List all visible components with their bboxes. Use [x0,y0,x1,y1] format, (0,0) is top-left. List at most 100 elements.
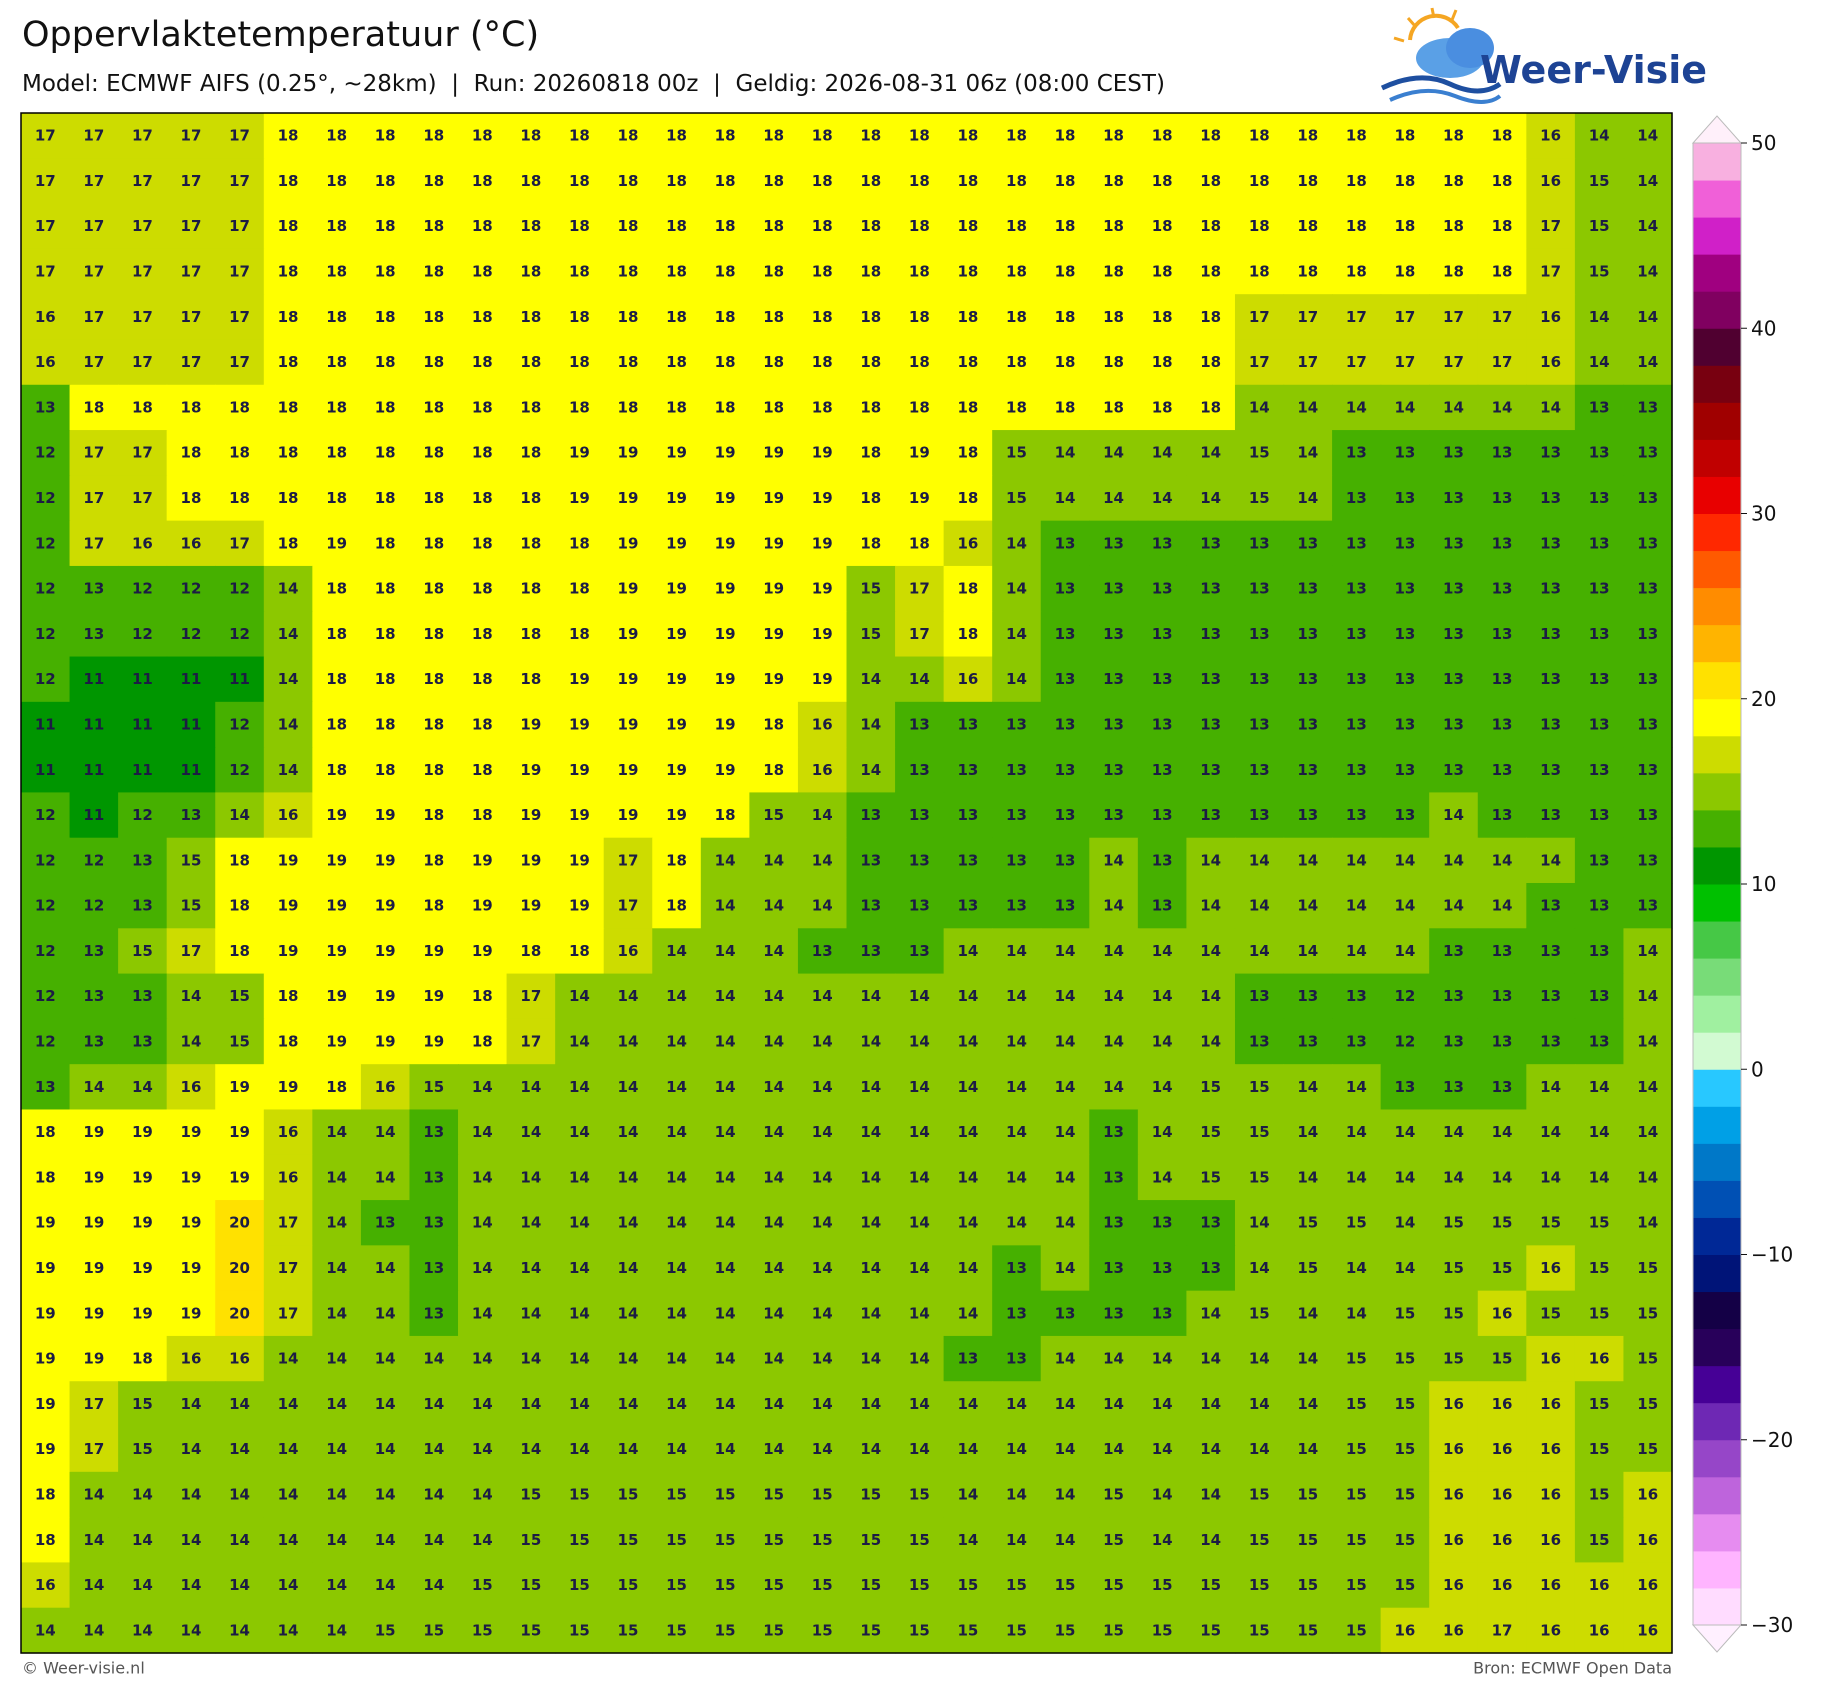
grid-cell [1380,611,1430,658]
grid-cell [1574,565,1625,612]
grid-value: 18 [860,534,881,552]
grid-value: 14 [618,1259,639,1277]
grid-cell [360,113,411,159]
grid-cell [1380,248,1430,295]
grid-cell [21,339,71,386]
grid-cell [1234,701,1285,748]
grid-value: 19 [618,806,639,824]
grid-cell [21,475,71,522]
grid-cell [263,973,313,1020]
grid-value: 14 [278,1531,299,1549]
grid-cell [895,248,945,295]
grid-cell [749,520,799,567]
grid-value: 19 [326,897,347,915]
grid-cell [1137,475,1188,522]
grid-value: 16 [1540,127,1561,145]
grid-cell [652,565,702,612]
grid-value: 16 [812,761,833,779]
grid-value: 14 [569,1395,590,1413]
colorbar-extension [1691,1624,1743,1653]
grid-cell [603,520,653,567]
grid-cell [1332,701,1382,748]
grid-value: 14 [909,1259,930,1277]
grid-cell [1234,565,1285,612]
colorbar-tick-label: 50 [1751,131,1776,155]
grid-cell [992,339,1042,386]
grid-cell [1332,294,1382,341]
grid-cell [700,792,750,839]
grid-value: 14 [1055,1531,1076,1549]
colorbar-band [1693,217,1741,255]
grid-value: 12 [35,534,56,552]
grid-value: 14 [666,1033,687,1051]
colorbar-band [1693,1106,1741,1144]
grid-value: 14 [1394,1259,1415,1277]
grid-value: 19 [812,444,833,462]
grid-value: 18 [909,217,930,235]
grid-cell [1283,565,1333,612]
grid-value: 12 [229,761,250,779]
grid-value: 15 [1492,1259,1513,1277]
grid-value: 13 [375,1214,396,1232]
grid-value: 14 [181,1033,202,1051]
grid-value: 16 [35,308,56,326]
grid-cell [1574,520,1625,567]
grid-value: 14 [860,1304,881,1322]
grid-cell [943,883,993,929]
grid-value: 18 [909,353,930,371]
grid-value: 14 [83,1621,104,1639]
grid-value: 15 [423,1621,444,1639]
grid-value: 14 [909,1078,930,1096]
grid-cell [1137,339,1188,386]
grid-cell [1089,611,1139,658]
grid-value: 13 [132,1033,153,1051]
grid-cell [1137,565,1188,612]
grid-cell [652,928,702,975]
grid-value: 14 [957,1078,978,1096]
grid-cell [506,701,556,748]
grid-cell [458,294,508,341]
grid-value: 18 [1103,308,1124,326]
grid-value: 13 [1492,806,1513,824]
grid-cell [312,113,362,159]
grid-value: 18 [181,489,202,507]
grid-cell [458,565,508,612]
grid-value: 18 [1249,172,1270,190]
grid-cell [409,928,459,975]
grid-cell [360,158,411,205]
grid-value: 12 [181,580,202,598]
grid-value: 13 [132,897,153,915]
grid-cell [1137,883,1188,929]
grid-value: 16 [1637,1576,1658,1594]
grid-value: 13 [1055,806,1076,824]
grid-value: 18 [423,580,444,598]
grid-cell [1477,384,1527,431]
grid-value: 14 [812,1440,833,1458]
grid-value: 13 [1297,715,1318,733]
grid-value: 18 [1346,172,1367,190]
grid-value: 14 [375,1350,396,1368]
grid-value: 19 [715,625,736,643]
grid-cell [603,928,653,975]
grid-value: 18 [1006,308,1027,326]
grid-value: 18 [909,172,930,190]
grid-cell [215,248,265,295]
grid-value: 12 [35,580,56,598]
colorbar-band [1693,291,1741,329]
grid-value: 16 [181,1078,202,1096]
grid-value: 14 [1200,489,1221,507]
grid-value: 15 [1589,263,1610,281]
grid-value: 15 [520,1531,541,1549]
grid-cell [409,1018,459,1065]
grid-value: 12 [83,851,104,869]
grid-value: 14 [229,1531,250,1549]
grid-value: 13 [860,806,881,824]
grid-value: 19 [909,489,930,507]
grid-cell [1283,656,1333,703]
grid-value: 18 [909,127,930,145]
grid-cell [1089,837,1139,884]
grid-value: 17 [1443,308,1464,326]
colorbar-band [1693,1476,1741,1515]
colorbar-band [1693,1365,1741,1404]
grid-value: 14 [957,1531,978,1549]
